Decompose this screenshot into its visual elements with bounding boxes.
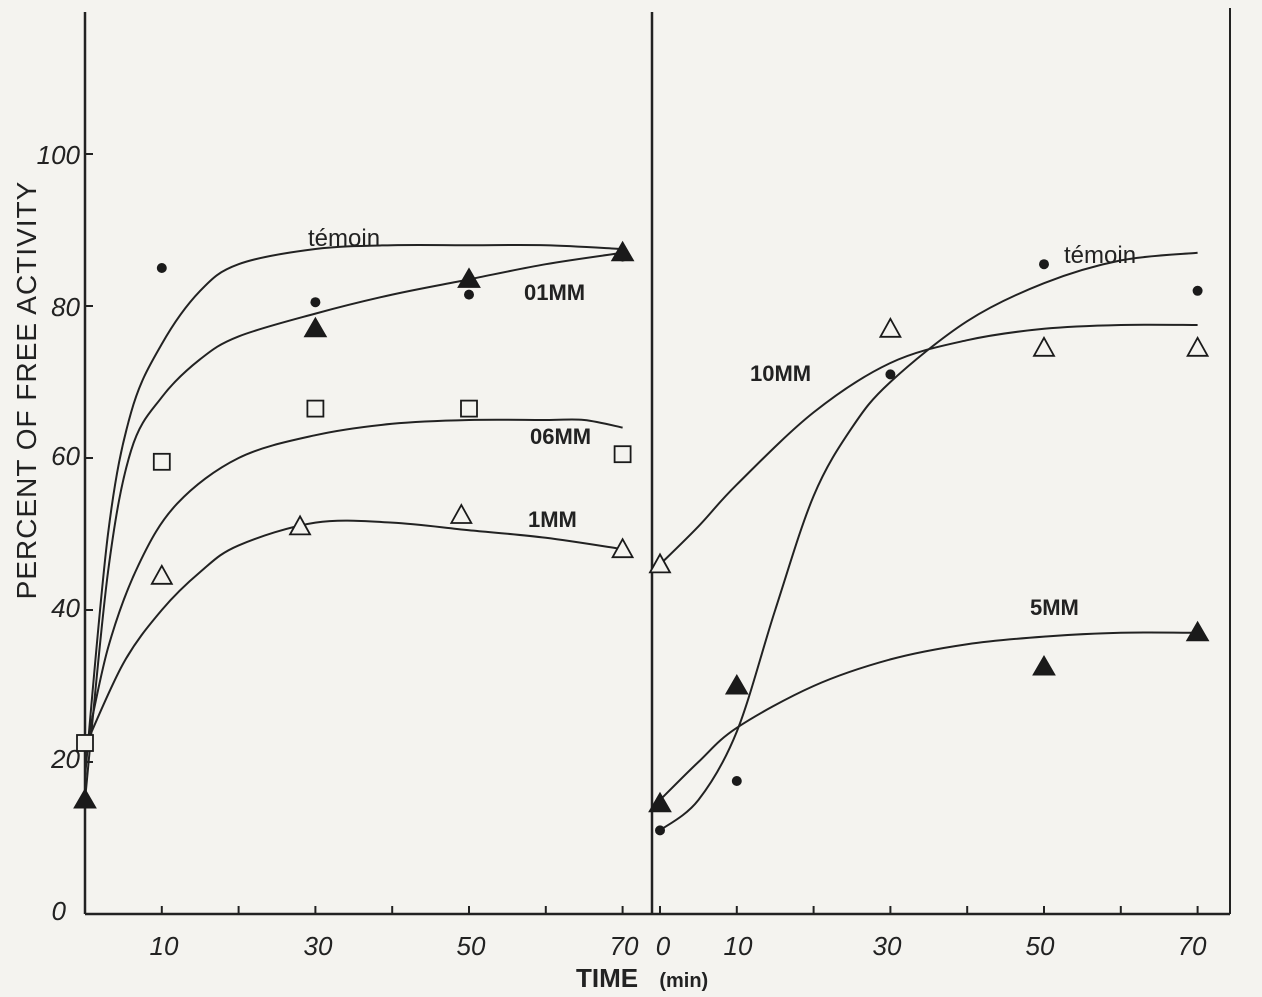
curve-right-10mm [659, 323, 1198, 566]
point-left-1mm-2 [449, 503, 473, 524]
point-right-t-moin-1 [731, 776, 742, 786]
y-axis-label: PERCENT OF FREE ACTIVITY [11, 181, 42, 600]
right-annotations: témoin 10MM 5MM [750, 242, 1136, 620]
point-right-10mm-3 [1186, 335, 1210, 357]
point-left-06mm-3 [460, 399, 478, 418]
point-left-06mm-1 [152, 452, 171, 471]
point-left-01mm-2 [457, 267, 481, 288]
annotation-right-10mm: 10MM [750, 361, 811, 386]
point-left-06mm-2 [306, 399, 325, 418]
point-left-1mm-0 [150, 563, 174, 585]
annotation-right-5mm: 5MM [1030, 595, 1079, 620]
point-left-1mm-1 [288, 514, 312, 536]
curves [84, 243, 1198, 832]
y-tick-label-60: 60 [51, 441, 80, 471]
point-right-t-moin-4 [1192, 285, 1203, 296]
x-tick-label-left-10: 10 [150, 931, 179, 961]
curve-right-t-moin [659, 251, 1198, 832]
point-right-10mm-0 [648, 552, 672, 574]
point-left-01mm-3 [610, 240, 635, 262]
point-right-t-moin-3 [1039, 259, 1049, 270]
x-tick-label-left-30: 30 [304, 931, 333, 961]
point-left-t-moin-0 [156, 263, 167, 273]
annotation-left-01mm: 01MM [524, 280, 585, 305]
x-axis-label: TIME (min) [576, 963, 708, 993]
point-right-5mm-0 [648, 791, 672, 813]
point-left-1mm-3 [611, 537, 635, 559]
point-right-10mm-1 [878, 316, 902, 338]
frame [83, 8, 1231, 916]
curve-left-06mm [84, 418, 623, 755]
point-left-01mm-1 [303, 316, 328, 338]
curve-right-5mm [659, 631, 1198, 801]
x-tick-label-left-50: 50 [457, 931, 486, 961]
point-right-5mm-1 [724, 674, 749, 695]
x-tick-labels: 10 30 50 70 0 10 30 50 70 [150, 931, 1207, 961]
annotation-left-06mm: 06MM [530, 424, 591, 449]
markers [73, 240, 1210, 836]
point-right-5mm-3 [1185, 620, 1210, 642]
y-tick-label-20: 20 [50, 744, 80, 774]
point-left-t-moin-2 [464, 289, 474, 300]
x-ticks [160, 906, 1199, 914]
y-tick-label-80: 80 [51, 292, 80, 322]
y-tick-label-0: 0 [52, 896, 67, 926]
x-tick-label-right-0: 0 [656, 931, 671, 961]
x-tick-label-left-70: 70 [610, 931, 639, 961]
y-tick-label-100: 100 [37, 140, 81, 170]
x-tick-label-right-50: 50 [1026, 931, 1055, 961]
y-tick-labels: 0 20 40 60 80 100 [37, 140, 81, 926]
point-left-06mm-0 [76, 734, 94, 752]
left-annotations: témoin 01MM 06MM 1MM [308, 225, 591, 532]
point-right-t-moin-0 [655, 825, 665, 836]
point-left-06mm-4 [613, 445, 632, 464]
point-right-5mm-2 [1032, 655, 1056, 676]
point-right-t-moin-2 [885, 369, 896, 380]
annotation-left-1mm: 1MM [528, 507, 577, 532]
x-tick-label-right-10: 10 [724, 931, 753, 961]
curve-left-1mm [84, 519, 623, 748]
curve-left-01mm [84, 251, 623, 801]
curve-left-t-moin [84, 243, 623, 778]
y-tick-label-40: 40 [51, 593, 80, 623]
x-axis-label-text: TIME [576, 963, 638, 993]
point-left-t-moin-1 [310, 297, 321, 308]
point-left-01mm-0 [73, 788, 97, 809]
x-axis-unit: (min) [659, 970, 708, 992]
x-tick-label-right-70: 70 [1178, 931, 1207, 961]
point-right-10mm-2 [1032, 335, 1056, 357]
x-tick-label-right-30: 30 [873, 931, 902, 961]
